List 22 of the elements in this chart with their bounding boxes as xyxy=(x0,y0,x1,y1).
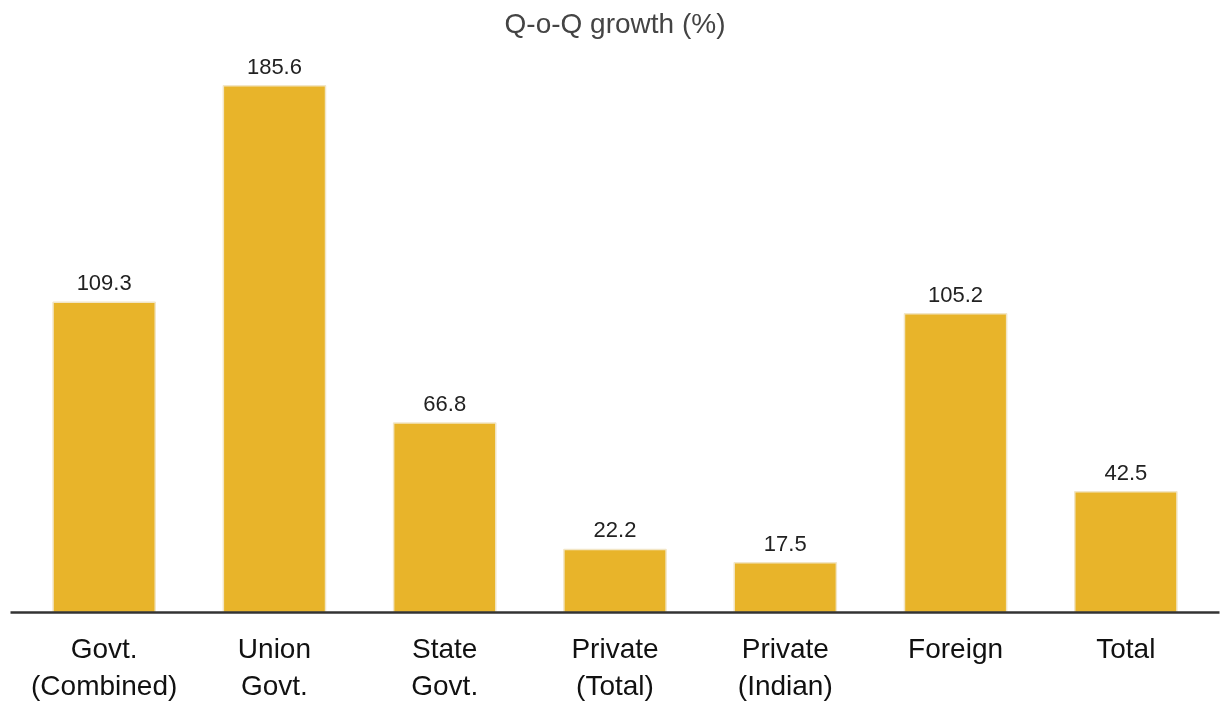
data-label: 185.6 xyxy=(246,53,302,79)
data-label: 66.8 xyxy=(423,390,467,416)
bar xyxy=(733,562,838,613)
bar xyxy=(392,422,497,613)
data-label: 109.3 xyxy=(76,270,132,296)
x-tick-label: Total xyxy=(1096,632,1156,664)
bar xyxy=(1074,491,1178,613)
data-label: 17.5 xyxy=(763,530,807,556)
bar xyxy=(903,313,1008,613)
data-label: 42.5 xyxy=(1104,459,1148,485)
x-tick-label: Foreign xyxy=(908,632,1004,664)
x-tick-label: Private (Total) xyxy=(571,632,659,701)
x-tick-label: Private (Indian) xyxy=(737,632,833,701)
bar xyxy=(52,301,156,613)
data-label: 105.2 xyxy=(928,281,984,307)
x-tick-label: Union Govt. xyxy=(237,632,312,701)
chart-title: Q-o-Q growth (%) xyxy=(504,7,726,39)
bar xyxy=(563,548,667,613)
x-tick-label: Govt. (Combined) xyxy=(31,632,178,701)
data-label: 22.2 xyxy=(593,517,637,543)
x-tick-label: State Govt. xyxy=(411,632,479,701)
bar xyxy=(222,84,327,613)
